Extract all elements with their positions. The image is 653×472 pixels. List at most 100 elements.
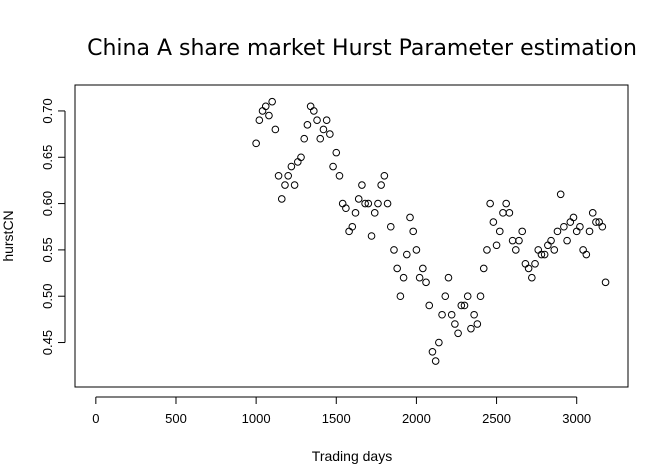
x-tick-label: 0 (92, 411, 99, 426)
data-point (483, 246, 491, 254)
chart-title: China A share market Hurst Parameter est… (87, 36, 637, 61)
data-point (512, 246, 520, 254)
data-point (406, 213, 414, 222)
data-point (316, 134, 325, 143)
data-point (518, 227, 527, 236)
data-point (351, 209, 360, 217)
data-point (393, 264, 401, 273)
data-point (463, 292, 472, 301)
data-point (370, 209, 379, 217)
data-point (528, 273, 536, 282)
data-point (508, 236, 517, 245)
data-point (386, 222, 395, 231)
data-point (563, 236, 571, 245)
data-point (364, 199, 373, 208)
data-point (428, 348, 437, 356)
plot-frame (74, 84, 629, 388)
data-point (258, 107, 267, 115)
data-point (553, 227, 562, 236)
data-point (326, 130, 334, 138)
data-point (422, 278, 430, 287)
x-tick-label: 500 (165, 411, 187, 426)
data-point (281, 181, 289, 189)
data-point (265, 111, 273, 120)
data-point (342, 204, 350, 213)
data-point (531, 259, 539, 268)
data-point (412, 246, 421, 254)
data-point (492, 241, 501, 250)
data-point (284, 171, 292, 180)
data-point (547, 236, 555, 245)
data-point (489, 218, 498, 226)
data-point (540, 250, 549, 259)
data-point (303, 121, 312, 129)
x-tick-label: 2500 (482, 411, 511, 426)
data-point (566, 218, 575, 226)
data-point (332, 148, 341, 157)
data-point (348, 222, 357, 231)
data-point (598, 222, 607, 231)
x-tick-label: 1500 (322, 411, 351, 426)
data-point (367, 232, 376, 240)
data-point (409, 227, 418, 236)
data-point (271, 125, 280, 134)
data-point (329, 162, 337, 171)
x-tick-label: 3000 (562, 411, 591, 426)
y-tick-label: 0.60 (40, 191, 55, 216)
data-point (377, 181, 385, 189)
y-tick-label: 0.65 (40, 145, 55, 170)
data-point (361, 199, 369, 208)
x-tick-label: 1000 (242, 411, 271, 426)
x-axis: 0 500 1000 1500 2000 2500 3000 (92, 396, 591, 426)
y-tick-label: 0.45 (40, 330, 55, 355)
data-point (313, 116, 321, 124)
data-point (569, 213, 578, 222)
data-point (451, 320, 459, 328)
data-point (300, 134, 309, 143)
data-point (390, 246, 398, 254)
data-point (582, 250, 591, 259)
data-point (435, 338, 443, 347)
y-tick-label: 0.55 (40, 237, 55, 262)
data-point (403, 250, 411, 259)
data-point (438, 310, 446, 319)
data-point (495, 227, 504, 236)
data-points (252, 97, 610, 365)
data-point (601, 278, 610, 287)
data-point (277, 195, 286, 203)
data-point (521, 259, 530, 268)
data-point (454, 329, 462, 338)
data-point (319, 125, 328, 134)
data-point (502, 199, 510, 208)
data-point (476, 292, 485, 301)
data-point (415, 273, 424, 282)
data-point (592, 218, 600, 226)
data-point (335, 171, 344, 180)
data-point (294, 158, 302, 166)
data-point (576, 222, 584, 231)
data-point (579, 246, 587, 254)
data-point (425, 301, 434, 310)
data-point (457, 301, 466, 310)
data-point (297, 153, 305, 162)
data-point (338, 199, 347, 208)
data-point (306, 102, 315, 111)
x-tick-label: 2000 (402, 411, 431, 426)
data-point (354, 195, 363, 203)
data-point (252, 139, 260, 148)
data-point (444, 273, 453, 282)
data-point (268, 97, 276, 106)
data-point (447, 310, 456, 319)
y-axis: 0.45 0.50 0.55 0.60 0.65 0.70 (40, 98, 66, 355)
data-point (431, 357, 440, 365)
data-point (441, 292, 450, 301)
data-point (358, 181, 366, 189)
data-point (544, 241, 552, 250)
data-point (585, 227, 594, 236)
data-point (499, 209, 507, 217)
data-point (550, 246, 559, 254)
data-point (419, 264, 427, 273)
data-point (479, 264, 488, 273)
data-point (396, 292, 405, 301)
